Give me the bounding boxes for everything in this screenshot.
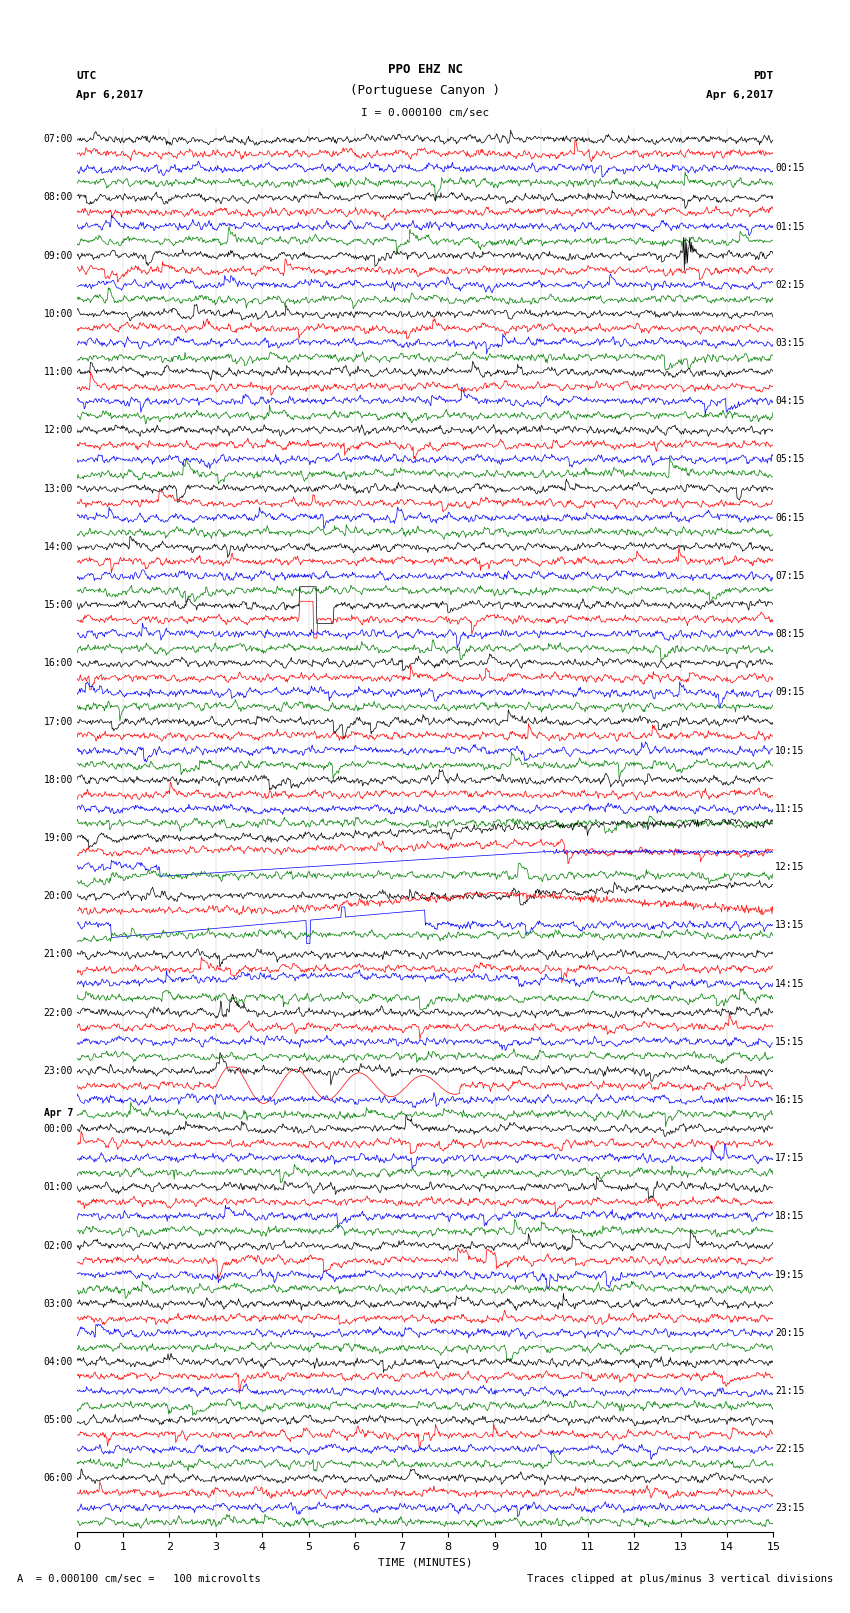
Text: 00:00: 00:00 [43, 1124, 73, 1134]
Text: 04:00: 04:00 [43, 1357, 73, 1368]
Text: 15:15: 15:15 [775, 1037, 804, 1047]
Text: 23:00: 23:00 [43, 1066, 73, 1076]
Text: 14:00: 14:00 [43, 542, 73, 552]
Text: 17:00: 17:00 [43, 716, 73, 726]
Text: 07:15: 07:15 [775, 571, 804, 581]
Text: 15:00: 15:00 [43, 600, 73, 610]
Text: 06:00: 06:00 [43, 1474, 73, 1484]
Text: 04:15: 04:15 [775, 397, 804, 406]
X-axis label: TIME (MINUTES): TIME (MINUTES) [377, 1558, 473, 1568]
Text: 13:00: 13:00 [43, 484, 73, 494]
Text: 22:15: 22:15 [775, 1444, 804, 1455]
Text: 12:15: 12:15 [775, 861, 804, 873]
Text: 02:00: 02:00 [43, 1240, 73, 1250]
Text: 18:15: 18:15 [775, 1211, 804, 1221]
Text: 18:00: 18:00 [43, 774, 73, 786]
Text: 00:15: 00:15 [775, 163, 804, 173]
Text: 08:15: 08:15 [775, 629, 804, 639]
Text: 22:00: 22:00 [43, 1008, 73, 1018]
Text: Apr 7: Apr 7 [43, 1108, 73, 1118]
Text: 01:00: 01:00 [43, 1182, 73, 1192]
Text: PDT: PDT [753, 71, 774, 81]
Text: 05:15: 05:15 [775, 455, 804, 465]
Text: PPO EHZ NC: PPO EHZ NC [388, 63, 462, 76]
Text: 09:00: 09:00 [43, 250, 73, 261]
Text: 01:15: 01:15 [775, 221, 804, 232]
Text: 08:00: 08:00 [43, 192, 73, 203]
Text: 17:15: 17:15 [775, 1153, 804, 1163]
Text: 10:15: 10:15 [775, 745, 804, 755]
Text: 10:00: 10:00 [43, 310, 73, 319]
Text: 12:00: 12:00 [43, 426, 73, 436]
Text: 09:15: 09:15 [775, 687, 804, 697]
Text: 19:15: 19:15 [775, 1269, 804, 1279]
Text: 03:00: 03:00 [43, 1298, 73, 1308]
Text: A  = 0.000100 cm/sec =   100 microvolts: A = 0.000100 cm/sec = 100 microvolts [17, 1574, 261, 1584]
Text: 14:15: 14:15 [775, 979, 804, 989]
Text: 20:15: 20:15 [775, 1327, 804, 1337]
Text: 21:15: 21:15 [775, 1386, 804, 1397]
Text: 16:15: 16:15 [775, 1095, 804, 1105]
Text: 02:15: 02:15 [775, 279, 804, 290]
Text: 11:00: 11:00 [43, 368, 73, 377]
Text: (Portuguese Canyon ): (Portuguese Canyon ) [350, 84, 500, 97]
Text: Apr 6,2017: Apr 6,2017 [76, 90, 144, 100]
Text: 19:00: 19:00 [43, 832, 73, 844]
Text: I = 0.000100 cm/sec: I = 0.000100 cm/sec [361, 108, 489, 118]
Text: 06:15: 06:15 [775, 513, 804, 523]
Text: 13:15: 13:15 [775, 921, 804, 931]
Text: 03:15: 03:15 [775, 339, 804, 348]
Text: 11:15: 11:15 [775, 803, 804, 815]
Text: 20:00: 20:00 [43, 892, 73, 902]
Text: 07:00: 07:00 [43, 134, 73, 144]
Text: UTC: UTC [76, 71, 97, 81]
Text: Apr 6,2017: Apr 6,2017 [706, 90, 774, 100]
Text: 21:00: 21:00 [43, 950, 73, 960]
Text: 23:15: 23:15 [775, 1503, 804, 1513]
Text: 05:00: 05:00 [43, 1415, 73, 1426]
Text: Traces clipped at plus/minus 3 vertical divisions: Traces clipped at plus/minus 3 vertical … [527, 1574, 833, 1584]
Text: 16:00: 16:00 [43, 658, 73, 668]
